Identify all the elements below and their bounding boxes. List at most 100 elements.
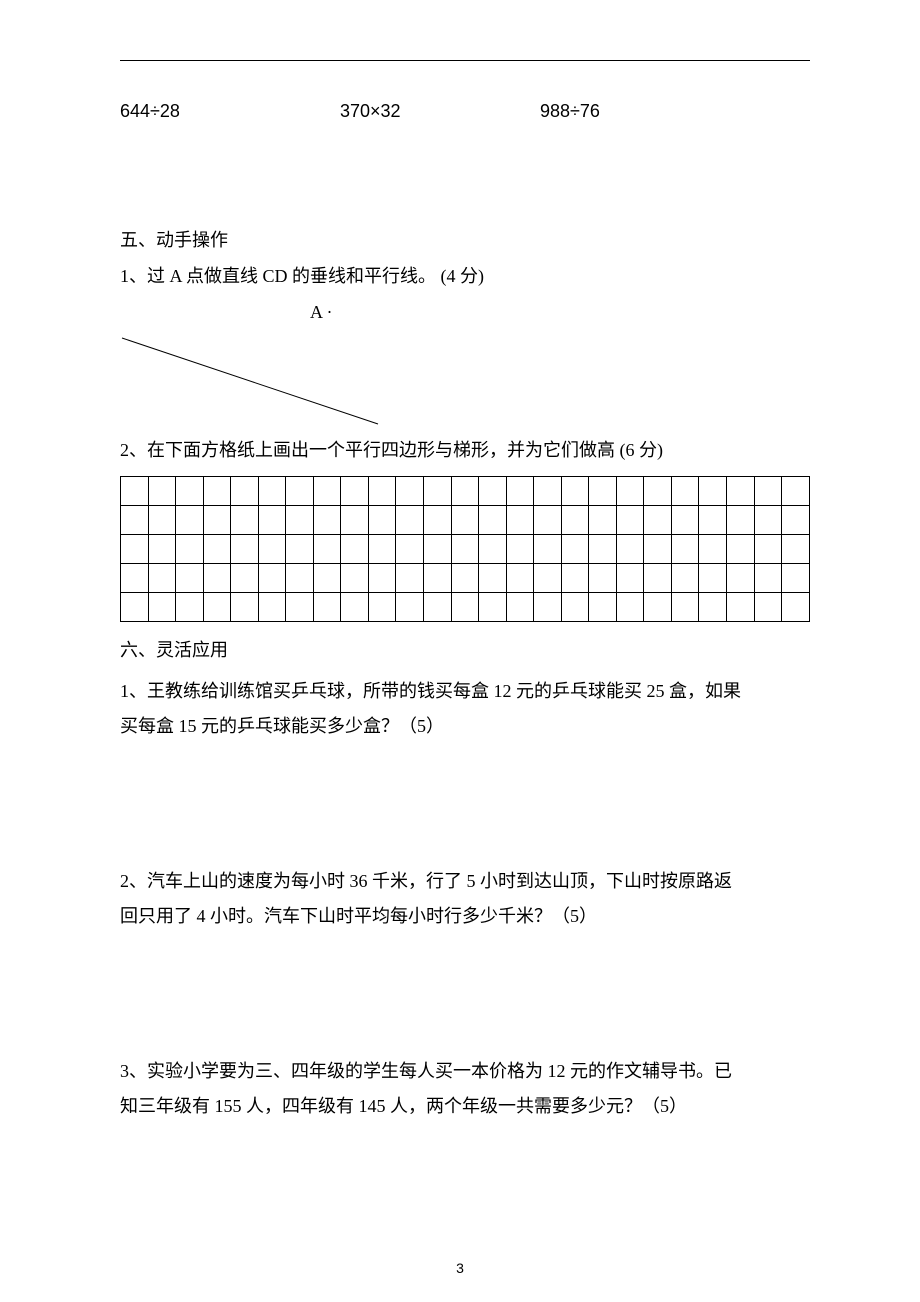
grid-cell xyxy=(699,593,727,622)
grid-cell xyxy=(231,593,259,622)
grid-cell xyxy=(148,593,176,622)
grid-cell xyxy=(286,564,314,593)
grid-cell xyxy=(727,506,755,535)
grid-cell xyxy=(396,564,424,593)
grid-cell xyxy=(424,535,452,564)
grid-cell xyxy=(451,477,479,506)
grid-cell xyxy=(148,535,176,564)
grid-cell xyxy=(534,564,562,593)
grid-cell xyxy=(231,535,259,564)
grid-cell xyxy=(616,593,644,622)
grid-cell xyxy=(258,535,286,564)
grid-cell xyxy=(727,477,755,506)
section-5-title: 五、动手操作 xyxy=(120,222,810,258)
grid-cell xyxy=(203,535,231,564)
grid-cell xyxy=(286,506,314,535)
grid-cell xyxy=(258,593,286,622)
grid-cell xyxy=(313,477,341,506)
grid-cell xyxy=(644,564,672,593)
grid-cell xyxy=(699,506,727,535)
grid-cell xyxy=(121,506,149,535)
grid-cell xyxy=(727,564,755,593)
section-6-title: 六、灵活应用 xyxy=(120,632,810,668)
grid-cell xyxy=(148,564,176,593)
section-6-q2: 2、汽车上山的速度为每小时 36 千米，行了 5 小时到达山顶，下山时按原路返 … xyxy=(120,864,810,934)
grid-cell xyxy=(176,564,204,593)
grid-cell xyxy=(396,535,424,564)
geometry-figure: A · xyxy=(120,302,810,432)
grid-cell xyxy=(616,564,644,593)
point-a-label: A · xyxy=(310,302,333,323)
grid-cell xyxy=(203,477,231,506)
grid-cell xyxy=(424,506,452,535)
grid-cell xyxy=(561,564,589,593)
grid-cell xyxy=(671,535,699,564)
grid-cell xyxy=(534,477,562,506)
grid-cell xyxy=(644,535,672,564)
grid-cell xyxy=(561,535,589,564)
grid-cell xyxy=(313,506,341,535)
grid-cell xyxy=(699,535,727,564)
grid-cell xyxy=(258,477,286,506)
line-cd-segment xyxy=(122,338,378,424)
grid-cell xyxy=(616,506,644,535)
grid-cell xyxy=(148,477,176,506)
grid-cell xyxy=(479,593,507,622)
grid-cell xyxy=(754,506,782,535)
grid-cell xyxy=(754,535,782,564)
grid-cell xyxy=(589,593,617,622)
equation-row: 644÷28 370×32 988÷76 xyxy=(120,101,810,122)
grid-cell xyxy=(589,564,617,593)
grid-cell xyxy=(203,593,231,622)
grid-cell xyxy=(534,535,562,564)
grid-cell xyxy=(368,535,396,564)
section-6-q1: 1、王教练给训练馆买乒乓球，所带的钱买每盒 12 元的乒乓球能买 25 盒，如果… xyxy=(120,674,810,744)
q1-line-2: 买每盒 15 元的乒乓球能买多少盒？（5） xyxy=(120,716,444,736)
grid-cell xyxy=(176,535,204,564)
grid-cell xyxy=(451,506,479,535)
grid-cell xyxy=(782,593,810,622)
grid-cell xyxy=(341,535,369,564)
section-6-q3: 3、实验小学要为三、四年级的学生每人买一本价格为 12 元的作文辅导书。已 知三… xyxy=(120,1054,810,1124)
grid-cell xyxy=(341,506,369,535)
grid-cell xyxy=(671,506,699,535)
grid-cell xyxy=(424,593,452,622)
grid-cell xyxy=(396,477,424,506)
grid-cell xyxy=(506,564,534,593)
grid-cell xyxy=(121,593,149,622)
grid-cell xyxy=(368,477,396,506)
grid-cell xyxy=(506,593,534,622)
grid-cell xyxy=(589,535,617,564)
section-5-q1: 1、过 A 点做直线 CD 的垂线和平行线。 (4 分) xyxy=(120,258,810,294)
grid-cell xyxy=(561,593,589,622)
equation-3: 988÷76 xyxy=(540,101,760,122)
grid-cell xyxy=(368,564,396,593)
grid-cell xyxy=(451,593,479,622)
top-rule xyxy=(120,60,810,61)
grid-cell xyxy=(176,593,204,622)
q2-line-2: 回只用了 4 小时。汽车下山时平均每小时行多少千米？（5） xyxy=(120,906,597,926)
grid-cell xyxy=(424,477,452,506)
grid-cell xyxy=(754,593,782,622)
grid-cell xyxy=(506,506,534,535)
grid-cell xyxy=(121,564,149,593)
grid-cell xyxy=(368,593,396,622)
grid-cell xyxy=(534,506,562,535)
grid-cell xyxy=(754,477,782,506)
grid-cell xyxy=(203,506,231,535)
grid-cell xyxy=(782,564,810,593)
grid-cell xyxy=(479,564,507,593)
grid-cell xyxy=(506,535,534,564)
grid-cell xyxy=(699,477,727,506)
grid-cell xyxy=(121,535,149,564)
grid-cell xyxy=(589,477,617,506)
grid-cell xyxy=(727,535,755,564)
equation-2: 370×32 xyxy=(340,101,540,122)
q3-line-1: 3、实验小学要为三、四年级的学生每人买一本价格为 12 元的作文辅导书。已 xyxy=(120,1061,732,1081)
grid-cell xyxy=(148,506,176,535)
grid-cell xyxy=(341,477,369,506)
grid-cell xyxy=(258,564,286,593)
section-5-q2: 2、在下面方格纸上画出一个平行四边形与梯形，并为它们做高 (6 分) xyxy=(120,432,810,468)
grid-cell xyxy=(671,593,699,622)
grid-cell xyxy=(203,564,231,593)
